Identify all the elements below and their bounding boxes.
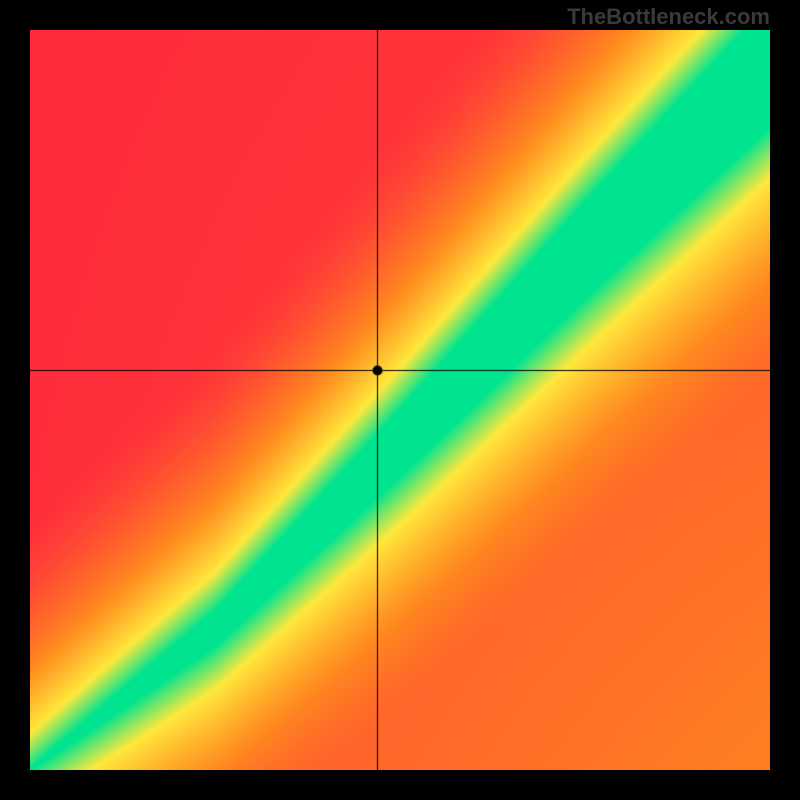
bottleneck-heatmap <box>30 30 770 770</box>
chart-container: TheBottleneck.com <box>0 0 800 800</box>
watermark-text: TheBottleneck.com <box>567 4 770 30</box>
